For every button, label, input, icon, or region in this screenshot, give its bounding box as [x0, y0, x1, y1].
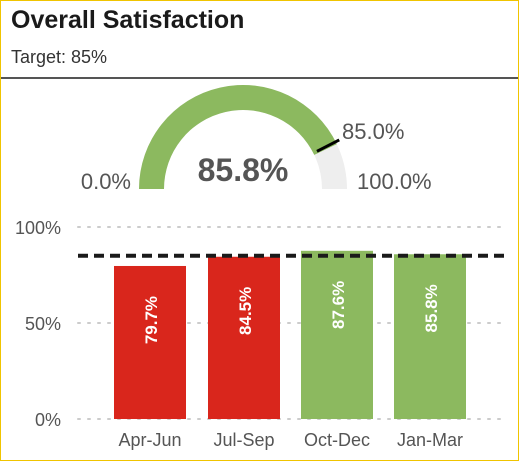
x-tick-label: Jul-Sep: [213, 430, 274, 450]
gauge-chart: 85.8% 0.0% 100.0% 85.0%: [81, 84, 432, 194]
gauge-max-label: 100.0%: [357, 169, 432, 194]
bar: [208, 256, 280, 419]
bar-data-label: 87.6%: [329, 281, 348, 329]
chart-subtitle: Target: 85%: [11, 47, 108, 67]
x-tick-label: Oct-Dec: [304, 430, 370, 450]
bar-data-label: 84.5%: [236, 287, 255, 335]
bar: [301, 250, 373, 419]
x-tick-label: Apr-Jun: [118, 430, 181, 450]
bar-data-label: 85.8%: [422, 284, 441, 332]
y-tick-label: 50%: [25, 314, 61, 334]
gauge-target-marker: [316, 138, 340, 153]
x-tick-label: Jan-Mar: [397, 430, 463, 450]
gauge-value-label: 85.8%: [198, 152, 289, 188]
bar: [394, 254, 466, 419]
chart-title: Overall Satisfaction: [11, 6, 245, 34]
y-tick-label: 0%: [35, 410, 61, 430]
gauge-min-label: 0.0%: [81, 169, 131, 194]
gauge-target-label: 85.0%: [342, 119, 404, 144]
bar: [114, 265, 186, 419]
header-divider: [1, 77, 518, 79]
bar-data-label: 79.7%: [142, 296, 161, 344]
gauge-fill: [139, 84, 337, 189]
y-tick-label: 100%: [15, 218, 61, 238]
bar-chart: 0% 50% 100% 79.7% Apr-Jun 84.5% Jul-Sep 87.6% Oc…: [15, 218, 509, 450]
